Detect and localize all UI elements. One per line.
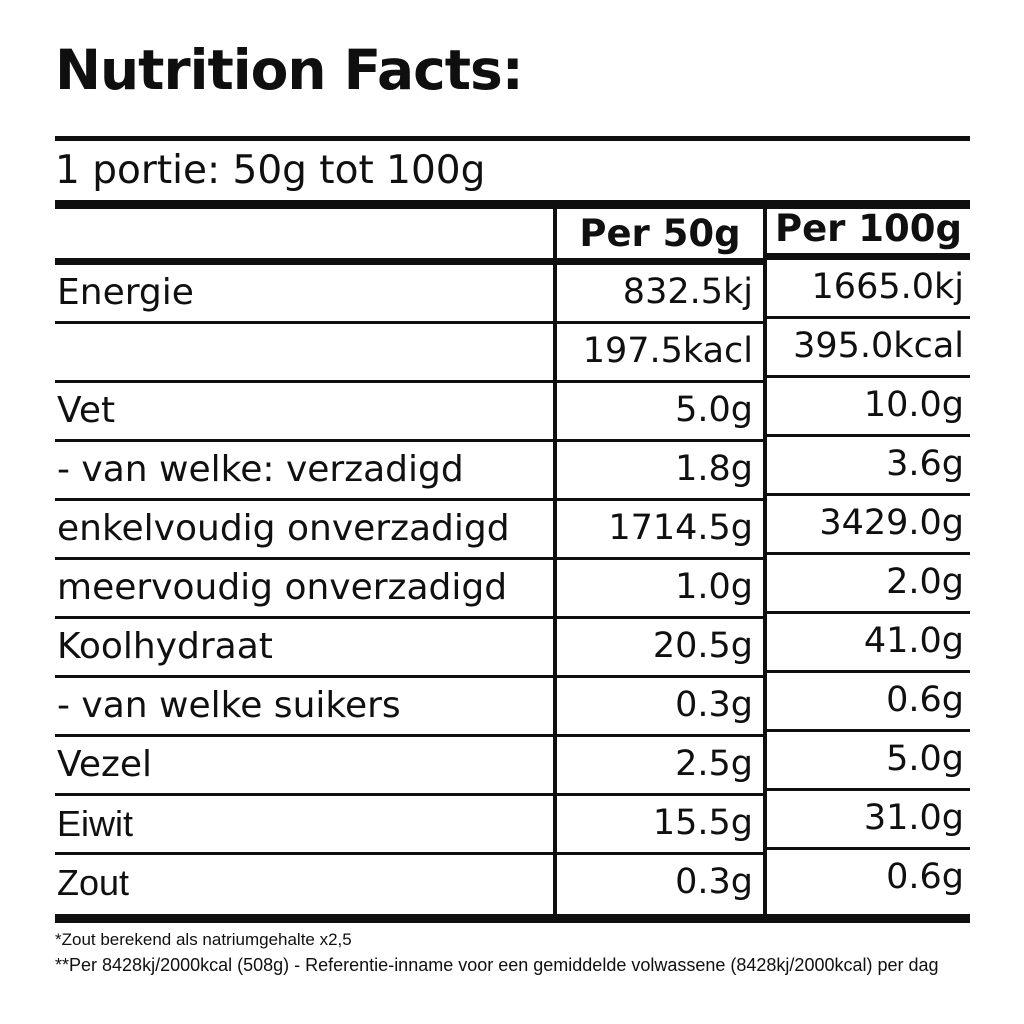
nutrient-label: Vet [55, 383, 553, 442]
value-per-100g: 1665.0kj [767, 260, 970, 319]
value-per-100g: 0.6g [767, 673, 970, 732]
value-per-100g: 2.0g [767, 555, 970, 614]
value-per-100g: 3.6g [767, 437, 970, 496]
value-per-100g: 41.0g [767, 614, 970, 673]
footnote-reference: **Per 8428kj/2000kcal (508g) - Referenti… [55, 955, 939, 975]
nutrition-table: Energie Vet - van welke: verzadigd enkelvou… [55, 200, 970, 923]
value-per-50g: 5.0g [557, 383, 763, 442]
table-columns: Energie Vet - van welke: verzadigd enkelvou… [55, 207, 970, 914]
value-per-100g: 5.0g [767, 732, 970, 791]
column-header-per-50g: Per 50g [557, 209, 763, 265]
value-per-100g: 10.0g [767, 378, 970, 437]
per-100g-column: Per 100g 1665.0kj 395.0kcal 10.0g 3.6g 3429.… [763, 207, 970, 914]
value-per-50g: 1.0g [557, 560, 763, 619]
value-per-50g: 1714.5g [557, 501, 763, 560]
nutrient-label: Koolhydraat [55, 619, 553, 678]
value-per-100g: 395.0kcal [767, 319, 970, 378]
value-per-50g: 0.3g [557, 678, 763, 737]
per-100g-column-content: Per 100g 1665.0kj 395.0kcal 10.0g 3.6g 3429.… [767, 204, 970, 909]
value-per-100g: 0.6g [886, 857, 964, 897]
nutrient-label: Vezel [55, 737, 553, 796]
value-per-50g: 15.5g [557, 796, 763, 855]
value-per-50g: 832.5kj [557, 265, 763, 324]
title-divider [55, 136, 970, 141]
value-per-50g: 2.5g [557, 737, 763, 796]
column-header-empty [55, 209, 553, 265]
value-per-50g: 197.5kacl [557, 324, 763, 383]
table-bottom-divider [55, 914, 970, 923]
nutrient-label: Zout [57, 862, 130, 903]
nutrient-label: meervoudig onverzadigd [55, 560, 553, 619]
nutrient-label: - van welke suikers [55, 678, 553, 737]
nutrient-label: - van welke: verzadigd [55, 442, 553, 501]
value-per-50g: 0.3g [675, 862, 753, 902]
value-per-50g: 1.8g [557, 442, 763, 501]
nutrient-label: Energie [55, 265, 553, 324]
column-header-per-100g: Per 100g [767, 204, 970, 260]
serving-size-line: 1 portie: 50g tot 100g [55, 148, 486, 193]
nutrient-label [55, 324, 553, 383]
value-per-100g: 31.0g [767, 791, 970, 850]
per-50g-column: Per 50g 832.5kj 197.5kacl 5.0g 1.8g 1714.5g 1… [553, 209, 763, 914]
table-top-divider [55, 200, 970, 209]
nutrient-label: enkelvoudig onverzadigd [55, 501, 553, 560]
footnotes: *Zout berekend als natriumgehalte x2,5 *… [55, 928, 1015, 978]
nutrient-label-column: Energie Vet - van welke: verzadigd enkelvou… [55, 209, 553, 914]
footnote-salt: *Zout berekend als natriumgehalte x2,5 [55, 930, 352, 949]
value-per-100g: 3429.0g [767, 496, 970, 555]
nutrient-label: Eiwit [55, 796, 553, 855]
nutrition-facts-title: Nutrition Facts: [55, 38, 524, 102]
value-per-50g: 20.5g [557, 619, 763, 678]
